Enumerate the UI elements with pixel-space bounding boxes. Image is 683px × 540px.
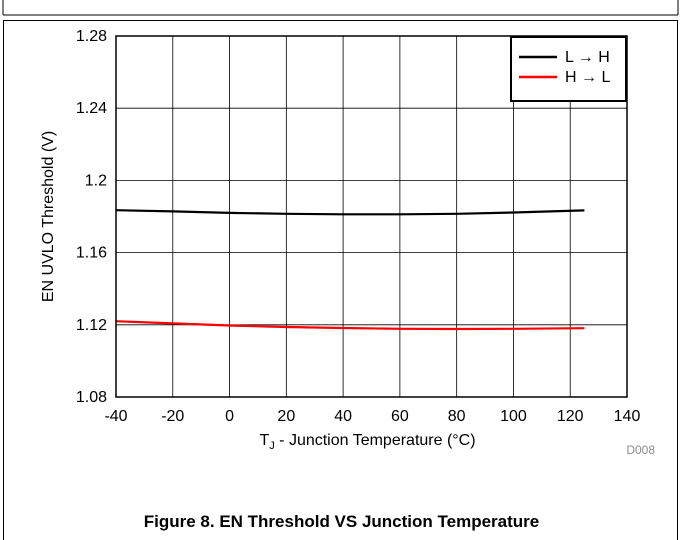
figure-frame xyxy=(3,20,678,540)
x-axis-label: TJ - Junction Temperature (°C) xyxy=(259,432,475,452)
chart: -40 -20 0 20 40 60 80 100 120 140 1.08 1.12 1.16 1.2 1… xyxy=(40,28,655,457)
x-axis-label-subscript: J xyxy=(269,440,275,452)
legend: L → H H → L xyxy=(510,36,627,102)
series-line-0 xyxy=(115,209,585,216)
x-tick-label-2: 0 xyxy=(225,408,234,425)
x-tick-label-0: -40 xyxy=(104,408,127,425)
tick-labels: -40 -20 0 20 40 60 80 100 120 140 1.08 1.12 1.16 1.2 1… xyxy=(76,28,641,425)
legend-label-1: H → L xyxy=(565,69,610,86)
x-tick-label-9: 140 xyxy=(614,408,641,425)
plot-border xyxy=(115,35,628,398)
x-tick-label-4: 40 xyxy=(334,408,352,425)
x-tick-label-8: 120 xyxy=(557,408,584,425)
y-tick-label-1: 1.12 xyxy=(76,317,107,334)
series-line-1 xyxy=(115,320,585,331)
y-tick-label-5: 1.28 xyxy=(76,28,107,45)
x-tick-label-6: 80 xyxy=(448,408,466,425)
y-tick-label-2: 1.16 xyxy=(76,245,107,262)
series-layer xyxy=(115,209,585,331)
x-tick-label-7: 100 xyxy=(500,408,527,425)
y-tick-label-3: 1.2 xyxy=(85,172,107,189)
y-tick-label-0: 1.08 xyxy=(76,389,107,406)
x-tick-label-3: 20 xyxy=(277,408,295,425)
figure-caption: Figure 8. EN Threshold VS Junction Tempe… xyxy=(143,512,540,531)
x-axis-label-rest: - Junction Temperature (°C) xyxy=(275,432,476,449)
x-tick-label-1: -20 xyxy=(161,408,184,425)
x-tick-label-5: 60 xyxy=(391,408,409,425)
top-rule xyxy=(2,0,679,16)
y-tick-label-4: 1.24 xyxy=(76,100,107,117)
y-axis-label: EN UVLO Threshold (V) xyxy=(40,131,57,302)
legend-box xyxy=(510,36,627,102)
figure-id-note: D008 xyxy=(626,443,655,457)
x-axis-label-main: T xyxy=(259,432,269,449)
legend-label-0: L → H xyxy=(565,49,610,66)
